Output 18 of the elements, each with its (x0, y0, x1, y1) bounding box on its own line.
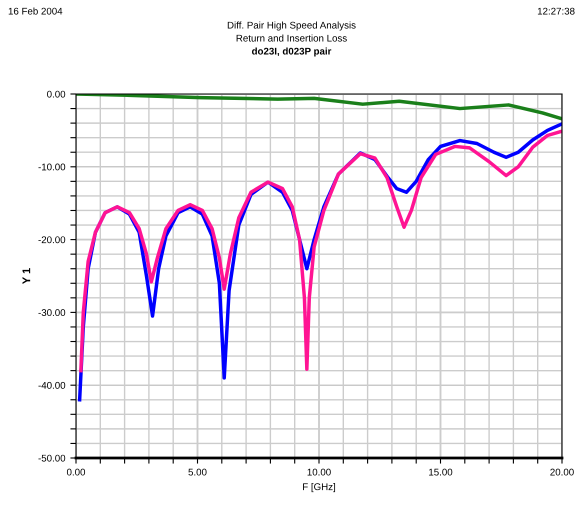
x-tick-label: 15.00 (429, 468, 452, 476)
chart-title: Diff. Pair High Speed Analysis (228, 21, 356, 31)
y-tick-label: -40.00 (38, 382, 66, 389)
y-tick-label: -20.00 (38, 236, 66, 244)
text: 16 Feb 2004 (8, 7, 62, 15)
y-tick-label: 0.00 (47, 90, 66, 98)
x-tick-label: 20.00 (550, 468, 574, 476)
text: do23I, d023P pair (252, 47, 332, 57)
y-tick-label: -10.00 (38, 164, 66, 170)
x-tick-label: 0.00 (66, 468, 86, 476)
chart-subtitle: Return and Insertion Loss (236, 34, 347, 42)
y-tick-label: -30.00 (38, 309, 66, 316)
text: 12:27:38 (538, 8, 575, 15)
x-tick-label: 10.00 (308, 468, 331, 476)
y-axis-title: Y 1 (22, 268, 30, 284)
x-axis-title: F [GHz] (303, 483, 336, 492)
x-tick-label: 5.00 (188, 468, 207, 476)
y-tick-label: -50.00 (38, 454, 66, 462)
